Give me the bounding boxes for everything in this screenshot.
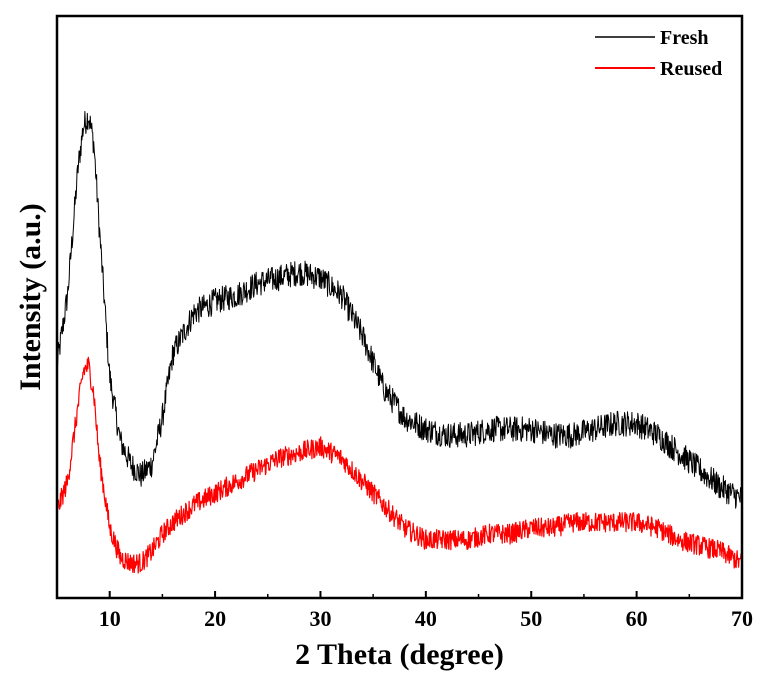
x-tick-label: 10	[99, 606, 121, 631]
y-axis-title: Intensity (a.u.)	[14, 203, 47, 391]
legend: Fresh Reused	[595, 27, 722, 80]
plot-frame	[55, 14, 744, 600]
x-tick-label: 20	[204, 606, 226, 631]
legend-label-fresh: Fresh	[660, 27, 709, 49]
x-tick-label: 30	[309, 606, 331, 631]
x-tick-label: 60	[626, 606, 648, 631]
series-line-reused	[56, 356, 743, 574]
series-line-fresh	[56, 111, 743, 509]
x-tick-label: 50	[520, 606, 542, 631]
x-tick-label: 70	[731, 606, 753, 631]
x-axis-ticks: 10 20 30 40 50 60 70	[56, 591, 753, 631]
legend-label-reused: Reused	[660, 58, 722, 80]
x-tick-label: 40	[415, 606, 437, 631]
plot-series-layer	[56, 111, 743, 574]
x-axis-title: 2 Theta (degree)	[295, 638, 504, 671]
